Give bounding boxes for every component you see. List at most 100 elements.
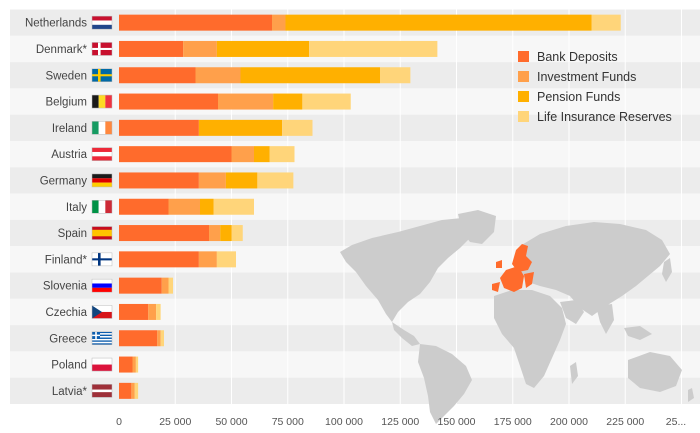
bar-segment	[157, 330, 161, 347]
bar-segment	[119, 303, 149, 320]
category-label: Czechia	[45, 307, 87, 319]
category-label: Greece	[49, 333, 87, 345]
bar-segment	[216, 251, 236, 268]
x-tick-label: 75 000	[272, 416, 304, 428]
bar-segment	[119, 14, 272, 31]
legend-swatch	[518, 71, 529, 82]
bar-segment	[131, 382, 135, 399]
category-label: Spain	[58, 228, 87, 240]
legend-swatch	[518, 91, 529, 102]
legend: Bank Deposits Investment Funds Pension Fun…	[518, 50, 672, 124]
bar-segment	[119, 93, 218, 110]
bar-segment	[134, 382, 139, 399]
x-tick-label: 50 000	[215, 416, 247, 428]
bar-segment	[209, 225, 221, 242]
category-label: Germany	[40, 175, 88, 187]
legend-label: Investment Funds	[537, 70, 636, 84]
bar-segment	[119, 67, 196, 84]
bar-segment	[119, 251, 199, 268]
x-tick-label: 200 000	[550, 416, 588, 428]
bar-segment	[254, 146, 270, 163]
world-map-land	[340, 210, 694, 424]
legend-label: Pension Funds	[537, 90, 620, 104]
flag-icon	[91, 147, 113, 161]
x-tick-label: 0	[116, 416, 122, 428]
bar-segment	[198, 119, 283, 136]
row-background	[10, 193, 700, 220]
bar-segment	[148, 303, 157, 320]
flag-icon	[91, 305, 113, 319]
category-label: Belgium	[45, 97, 87, 109]
bar-segment	[119, 146, 232, 163]
bar-segment	[257, 172, 294, 189]
bar-segment	[119, 198, 169, 215]
legend-swatch	[518, 51, 529, 62]
x-tick-label: 150 000	[438, 416, 476, 428]
flag-icon	[91, 15, 113, 30]
bar-segment	[282, 119, 313, 136]
flag-icon	[91, 331, 113, 345]
bar-segment	[119, 172, 199, 189]
bar-segment	[119, 277, 162, 294]
flag-icon	[91, 357, 113, 372]
bar-segment	[200, 198, 214, 215]
x-tick-label: 125 000	[381, 416, 419, 428]
row-background	[10, 351, 700, 378]
bar-segment	[220, 225, 232, 242]
bar-segment	[156, 303, 161, 320]
row-background	[10, 377, 700, 404]
bar-segment	[231, 146, 254, 163]
bar-segment	[119, 330, 158, 347]
x-tick-label: 225 000	[606, 416, 644, 428]
flag-icon	[91, 68, 113, 82]
row-background	[10, 167, 700, 194]
bar-segment	[119, 119, 199, 136]
bar-segment	[285, 14, 592, 31]
bar-segment	[225, 172, 258, 189]
x-tick-label: 175 000	[494, 416, 532, 428]
flag-icon	[91, 226, 113, 240]
bar-segment	[231, 225, 243, 242]
category-label: Slovenia	[43, 281, 88, 293]
legend-swatch	[518, 111, 529, 122]
bar-segment	[198, 251, 217, 268]
legend-label: Life Insurance Reserves	[537, 110, 672, 124]
flag-icon	[91, 384, 113, 398]
bar-segment	[183, 40, 217, 57]
bar-segment	[309, 40, 438, 57]
world-map-eu-highlight	[492, 244, 534, 292]
flag-icon	[91, 121, 113, 135]
bar-segment	[132, 356, 136, 373]
flag-icon	[91, 173, 113, 188]
bar-segment	[216, 40, 310, 57]
bar-segment	[119, 40, 184, 57]
bar-segment	[273, 93, 303, 110]
flag-icon	[91, 252, 113, 267]
bar-segment	[119, 382, 132, 399]
category-label: Ireland	[52, 123, 87, 135]
bar-segment	[240, 67, 380, 84]
bar-segment	[302, 93, 351, 110]
row-background	[10, 141, 700, 168]
bar-segment	[168, 277, 173, 294]
bar-segment	[591, 14, 621, 31]
bar-segment	[195, 67, 241, 84]
bar-segment	[269, 146, 295, 163]
category-label: Austria	[51, 149, 87, 161]
flag-icon	[91, 200, 113, 214]
legend-label: Bank Deposits	[537, 50, 618, 64]
flag-icon	[91, 42, 113, 56]
bar-segment	[160, 330, 164, 347]
category-label: Denmark*	[36, 44, 88, 56]
x-tick-label: 25...	[666, 416, 686, 428]
category-label: Finland*	[45, 254, 88, 266]
bar-segment	[380, 67, 411, 84]
world-map	[340, 210, 694, 424]
flag-icon	[91, 278, 113, 293]
bar-segment	[213, 198, 254, 215]
bar-segment	[198, 172, 226, 189]
bar-segment	[218, 93, 274, 110]
bar-segment	[161, 277, 169, 294]
bar-segment	[135, 356, 139, 373]
